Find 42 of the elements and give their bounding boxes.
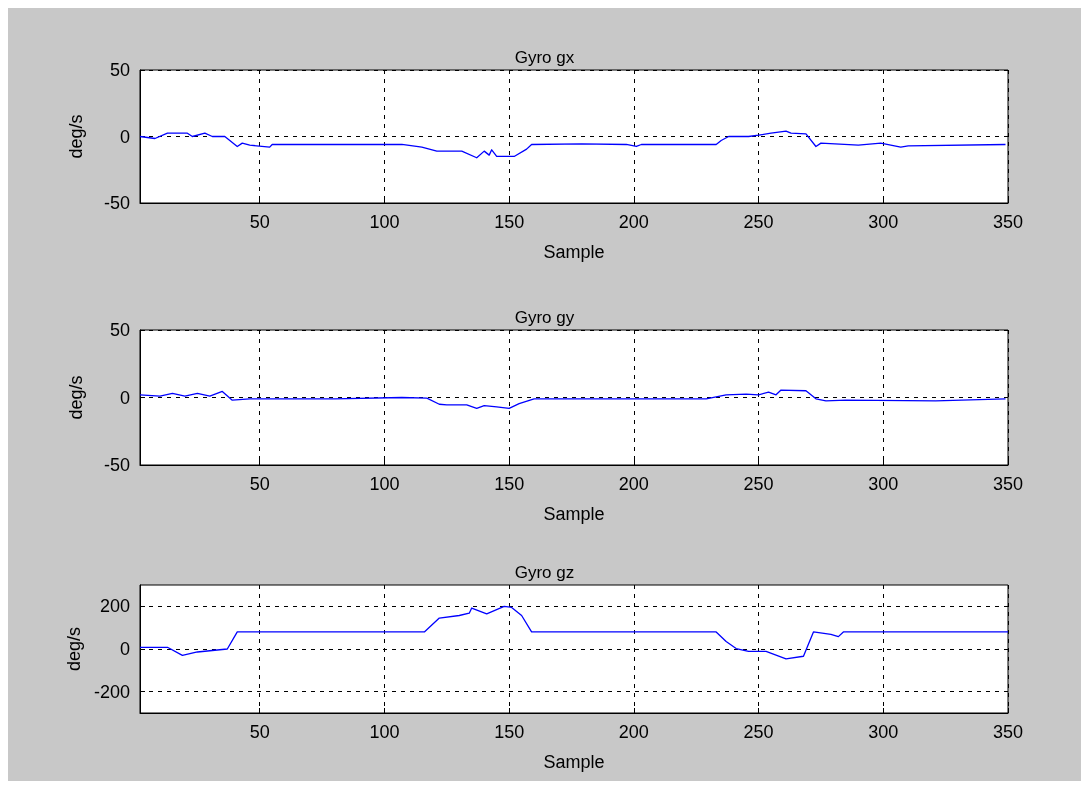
chart-title: Gyro gy — [514, 308, 575, 327]
y-tick-label: 50 — [109, 60, 130, 80]
y-tick-label: 0 — [119, 126, 130, 147]
x-tick-label: 50 — [249, 212, 270, 232]
x-tick-label: 200 — [618, 474, 649, 494]
y-axis-title: deg/s — [66, 114, 86, 159]
x-tick-label: 350 — [992, 212, 1024, 232]
x-tick-label: 50 — [249, 722, 270, 742]
y-axis-title: deg/s — [66, 375, 86, 420]
y-tick-label: -50 — [103, 193, 130, 213]
x-tick-label: 100 — [369, 722, 400, 742]
x-tick-label: 150 — [494, 722, 525, 742]
x-axis-title: Sample — [543, 752, 605, 772]
y-tick-label: 50 — [109, 320, 130, 340]
y-axis-title: deg/s — [64, 626, 85, 672]
chart-title: Gyro gz — [514, 563, 575, 582]
x-tick-label: 200 — [618, 722, 649, 742]
y-tick-label: 200 — [99, 596, 130, 617]
x-tick-label: 300 — [868, 474, 899, 494]
x-axis-title: Sample — [543, 504, 605, 524]
y-tick-label: 0 — [119, 387, 130, 408]
x-tick-label: 50 — [249, 474, 270, 494]
y-tick-label: -50 — [103, 455, 130, 475]
x-tick-label: 150 — [494, 212, 525, 232]
x-tick-label: 100 — [369, 474, 400, 494]
x-tick-label: 100 — [369, 212, 400, 232]
line-series — [139, 130, 1007, 159]
x-tick-label: 350 — [992, 722, 1024, 742]
line-series — [139, 389, 1007, 409]
y-tick-label: -200 — [93, 681, 130, 702]
x-axis-title: Sample — [543, 242, 605, 262]
x-tick-label: 250 — [743, 722, 774, 742]
x-tick-label: 300 — [868, 212, 899, 232]
chart-title: Gyro gx — [514, 48, 575, 67]
x-tick-label: 250 — [743, 474, 774, 494]
y-tick-label: 0 — [119, 639, 130, 659]
x-tick-label: 250 — [743, 212, 774, 232]
x-tick-label: 150 — [494, 474, 525, 494]
x-tick-label: 300 — [868, 722, 899, 742]
x-tick-label: 200 — [618, 212, 649, 232]
x-tick-label: 350 — [992, 474, 1024, 494]
line-series — [139, 605, 1009, 660]
